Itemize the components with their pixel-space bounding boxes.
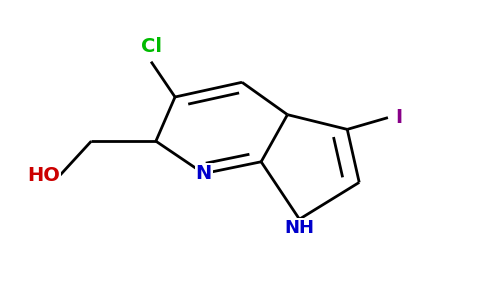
Text: HO: HO [27,166,60,184]
Text: Cl: Cl [140,37,162,56]
Text: N: N [196,164,212,183]
Text: NH: NH [285,219,315,237]
Text: I: I [395,108,402,127]
